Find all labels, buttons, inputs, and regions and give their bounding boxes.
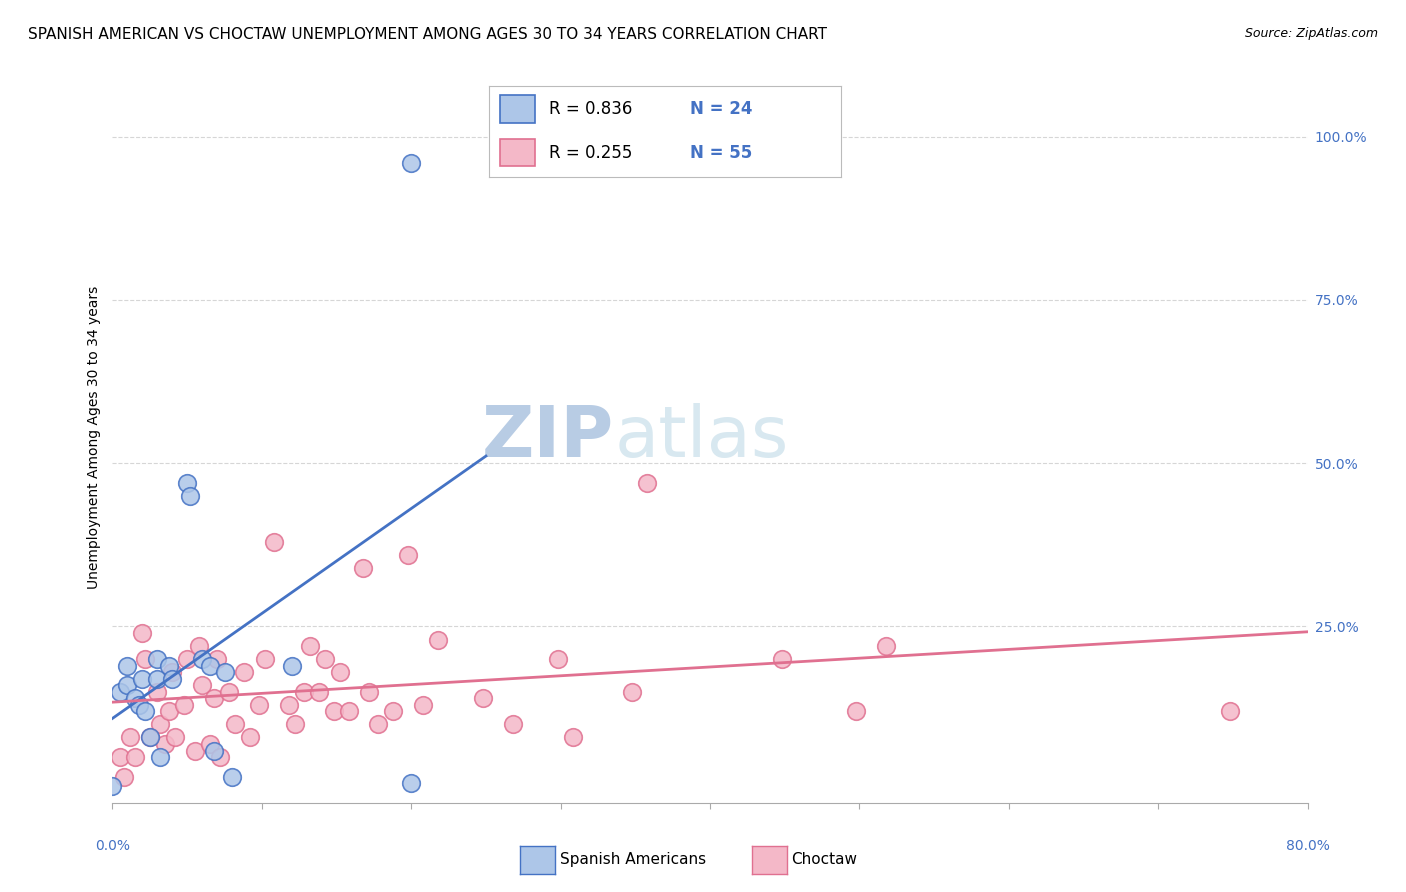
Point bbox=[114, 770, 135, 784]
Point bbox=[770, 652, 793, 666]
Point bbox=[277, 698, 299, 712]
Text: Source: ZipAtlas.com: Source: ZipAtlas.com bbox=[1244, 27, 1378, 40]
Point bbox=[146, 672, 169, 686]
Point bbox=[139, 731, 162, 745]
Point bbox=[146, 685, 169, 699]
Text: Spanish Americans: Spanish Americans bbox=[560, 853, 706, 867]
Point bbox=[108, 750, 131, 764]
Point bbox=[218, 685, 240, 699]
Point bbox=[162, 665, 183, 680]
Point bbox=[198, 658, 221, 673]
Point bbox=[176, 475, 198, 490]
Point bbox=[427, 632, 450, 647]
Text: Choctaw: Choctaw bbox=[792, 853, 858, 867]
Point bbox=[173, 698, 195, 712]
Text: 80.0%: 80.0% bbox=[1285, 839, 1330, 854]
Point bbox=[139, 731, 162, 745]
Point bbox=[367, 717, 389, 731]
Point bbox=[205, 652, 228, 666]
Point bbox=[472, 691, 495, 706]
Point bbox=[502, 717, 524, 731]
Point bbox=[191, 652, 214, 666]
Point bbox=[382, 705, 405, 719]
Point bbox=[149, 717, 172, 731]
Point bbox=[157, 658, 180, 673]
Point bbox=[202, 691, 225, 706]
Text: atlas: atlas bbox=[614, 402, 789, 472]
Point bbox=[176, 652, 198, 666]
Point bbox=[153, 737, 176, 751]
Point bbox=[253, 652, 276, 666]
Point bbox=[134, 652, 156, 666]
Point bbox=[149, 750, 172, 764]
Point bbox=[165, 731, 187, 745]
Point bbox=[239, 731, 262, 745]
Point bbox=[329, 665, 352, 680]
Point bbox=[183, 743, 205, 757]
Point bbox=[134, 705, 156, 719]
Point bbox=[353, 560, 375, 574]
Point bbox=[124, 691, 146, 706]
Point bbox=[636, 475, 658, 490]
Text: SPANISH AMERICAN VS CHOCTAW UNEMPLOYMENT AMONG AGES 30 TO 34 YEARS CORRELATION C: SPANISH AMERICAN VS CHOCTAW UNEMPLOYMENT… bbox=[28, 27, 827, 42]
Point bbox=[247, 698, 270, 712]
Point bbox=[547, 652, 569, 666]
Point bbox=[396, 548, 419, 562]
Point bbox=[561, 731, 583, 745]
Point bbox=[202, 743, 225, 757]
Y-axis label: Unemployment Among Ages 30 to 34 years: Unemployment Among Ages 30 to 34 years bbox=[87, 285, 101, 589]
Point bbox=[401, 155, 423, 169]
Point bbox=[308, 685, 330, 699]
Point bbox=[117, 678, 139, 692]
Point bbox=[233, 665, 256, 680]
Point bbox=[281, 658, 304, 673]
Point bbox=[198, 737, 221, 751]
Point bbox=[292, 685, 315, 699]
Point bbox=[120, 731, 142, 745]
Point bbox=[191, 678, 214, 692]
Point bbox=[412, 698, 434, 712]
Point bbox=[224, 717, 246, 731]
Point bbox=[209, 750, 232, 764]
Point bbox=[875, 639, 897, 653]
Point bbox=[157, 705, 180, 719]
Point bbox=[188, 639, 211, 653]
Point bbox=[314, 652, 336, 666]
Point bbox=[162, 672, 183, 686]
Point bbox=[108, 685, 131, 699]
Point bbox=[221, 770, 243, 784]
Point bbox=[298, 639, 321, 653]
Point bbox=[1219, 705, 1241, 719]
Point bbox=[263, 534, 285, 549]
Text: ZIP: ZIP bbox=[482, 402, 614, 472]
Point bbox=[284, 717, 307, 731]
Point bbox=[128, 698, 150, 712]
Point bbox=[179, 489, 201, 503]
Point bbox=[401, 776, 423, 790]
Point bbox=[337, 705, 360, 719]
Point bbox=[359, 685, 381, 699]
Text: 0.0%: 0.0% bbox=[96, 839, 129, 854]
Point bbox=[845, 705, 868, 719]
Point bbox=[117, 658, 139, 673]
Point bbox=[146, 652, 169, 666]
Point bbox=[214, 665, 236, 680]
Point bbox=[621, 685, 644, 699]
Point bbox=[322, 705, 344, 719]
Point bbox=[101, 780, 124, 794]
Point bbox=[131, 626, 153, 640]
Point bbox=[131, 672, 153, 686]
Point bbox=[124, 750, 146, 764]
